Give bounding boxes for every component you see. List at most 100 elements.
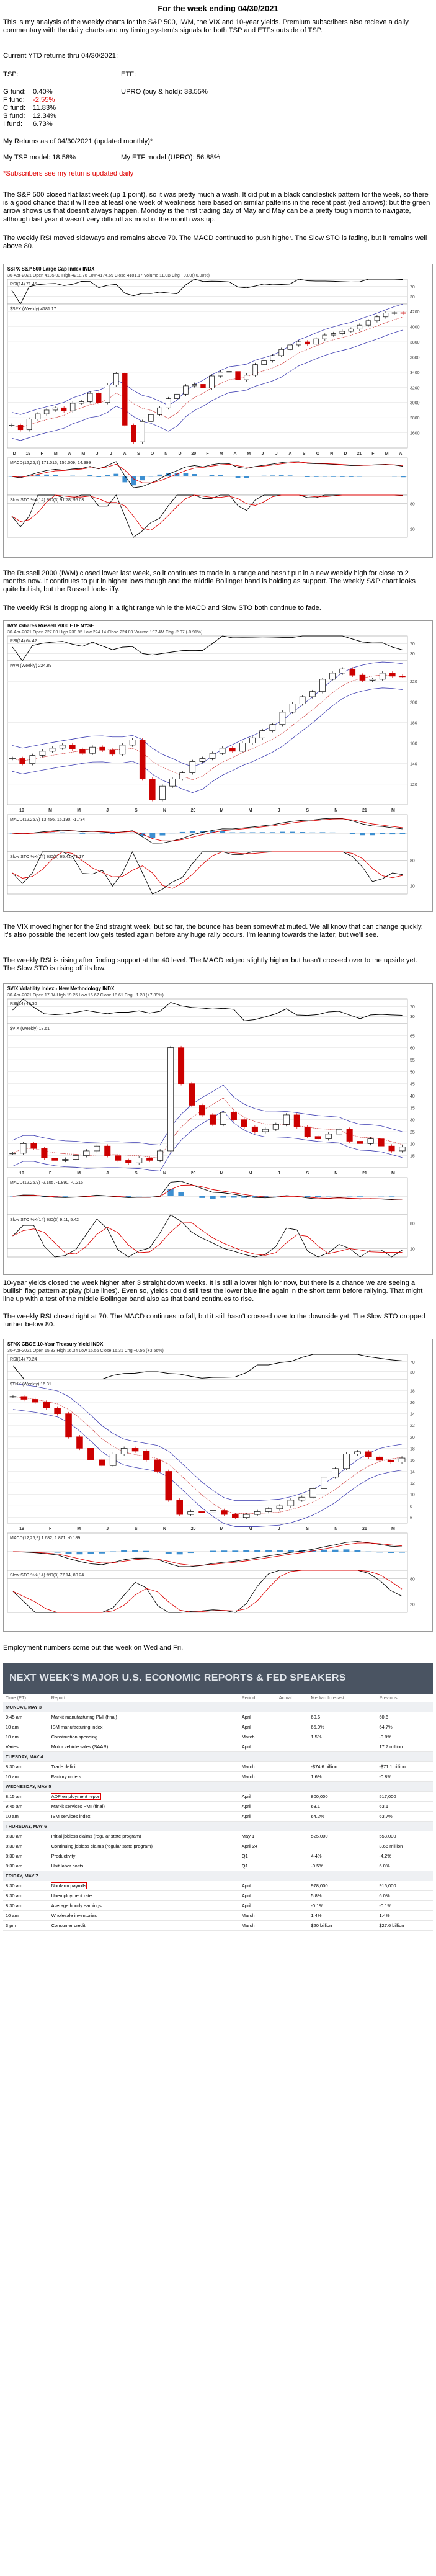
calendar-cell: Q1	[239, 1851, 277, 1861]
rsi-label: RSI(14) 71.45	[10, 282, 37, 287]
price-candle	[383, 313, 389, 318]
x-tick-label: 20	[191, 808, 196, 813]
macd-histogram-bar	[62, 1196, 69, 1197]
fund-return: -2.55%	[33, 96, 55, 104]
price-candle	[148, 414, 154, 422]
x-tick-label: N	[164, 452, 167, 456]
calendar-cell	[276, 1811, 309, 1822]
calendar-cell: April	[239, 1890, 277, 1901]
calendar-body: MONDAY, MAY 3 9:45 am Markit manufacturing…	[3, 1702, 433, 1931]
sto-panel	[7, 1570, 408, 1613]
price-candle	[399, 676, 406, 678]
price-candle	[229, 748, 236, 752]
x-tick-label: 21	[362, 1171, 367, 1176]
macd-histogram-bar	[187, 1552, 194, 1554]
price-candle	[179, 772, 185, 779]
calendar-day: TUESDAY, MAY 4	[3, 1751, 433, 1762]
calendar-cell: 10 am	[3, 1811, 49, 1822]
calendar-day: WEDNESDAY, MAY 5	[3, 1781, 433, 1792]
calendar-cell: 64.7%	[376, 1722, 433, 1732]
price-candle	[43, 409, 50, 414]
price-candle	[43, 1402, 50, 1408]
x-tick-label: S	[135, 808, 138, 813]
rsi-label: RSI(14) 64.42	[10, 639, 37, 643]
price-tick-label: 3200	[410, 386, 420, 390]
calendar-cell: $27.6 billion	[376, 1920, 433, 1931]
calendar-cell: May 1	[239, 1831, 277, 1841]
intro-text: This is my analysis of the weekly charts…	[3, 19, 409, 35]
calendar-cell: Trade deficit	[48, 1761, 239, 1772]
sto-tick: 80	[410, 859, 415, 864]
chart-header: 30-Apr-2021 Open 15.83 High 16.34 Low 15…	[7, 1349, 164, 1353]
sto-k-line	[12, 1214, 403, 1258]
macd-histogram-bar	[143, 1550, 149, 1552]
price-candle	[9, 1153, 16, 1155]
macd-histogram-bar	[370, 833, 375, 836]
calendar-cell: 8:30 am	[3, 1851, 49, 1861]
price-candle	[321, 1477, 327, 1489]
price-candle	[99, 1459, 105, 1466]
calendar-cell: 60.6	[376, 1712, 433, 1722]
x-tick-label: F	[49, 1171, 52, 1176]
price-candle	[200, 384, 206, 388]
calendar-cell: Unemployment rate	[48, 1890, 239, 1901]
price-candle	[59, 745, 66, 749]
macd-histogram-bar	[113, 473, 119, 476]
x-tick-label: O	[151, 452, 154, 456]
calendar-cell: 916,000	[376, 1881, 433, 1891]
sto-panel	[7, 1214, 408, 1258]
macd-histogram-bar	[305, 1196, 311, 1197]
vix-commentary: The VIX moved higher for the 2nd straigh…	[3, 923, 423, 939]
x-tick-label: A	[123, 452, 127, 456]
macd-histogram-bar	[192, 473, 197, 476]
calendar-cell: 60.6	[308, 1712, 377, 1722]
price-candle	[198, 1105, 206, 1116]
price-candle	[232, 1514, 239, 1518]
price-candle	[165, 1471, 172, 1501]
x-tick-label: J	[110, 452, 112, 456]
calendar-cell: 525,000	[308, 1831, 377, 1841]
macd-histogram-bar	[178, 1192, 184, 1196]
price-candle	[35, 413, 41, 419]
x-tick-label: A	[233, 452, 236, 456]
calendar-cell	[276, 1910, 309, 1921]
calendar-row: Varies Motor vehicle sales (SAAR) April 17.…	[3, 1742, 433, 1752]
macd-histogram-bar	[241, 1196, 247, 1198]
price-candle	[51, 1158, 58, 1161]
price-tick-label: 4000	[410, 326, 420, 330]
calendar-row: 10 am ISM manufacturing index April 65.0% 64…	[3, 1722, 433, 1732]
price-candle	[83, 1150, 90, 1156]
macd-histogram-bar	[210, 1196, 216, 1199]
macd-histogram-bar	[105, 475, 110, 476]
calendar-cell: 8:15 am	[3, 1791, 49, 1802]
x-tick-label: N	[163, 808, 166, 813]
x-tick-label: S	[137, 452, 140, 456]
price-candle	[65, 1413, 72, 1438]
price-candle	[374, 316, 380, 321]
tsp-model: My TSP model: 18.58%	[3, 154, 76, 161]
price-candle	[276, 1505, 283, 1509]
price-panel	[7, 1379, 408, 1524]
price-tick-label: 20	[410, 1142, 415, 1147]
price-tick-label: 10	[410, 1493, 415, 1498]
calendar-cell: 63.1	[308, 1801, 377, 1812]
price-candle	[9, 425, 15, 426]
calendar-cell	[276, 1722, 309, 1732]
price-candle	[389, 673, 396, 677]
price-candle	[94, 1145, 100, 1152]
calendar-cell: Markit services PMI (final)	[48, 1801, 239, 1812]
price-candle	[387, 1460, 394, 1462]
price-candle	[309, 691, 316, 697]
price-candle	[69, 745, 76, 749]
sto-panel	[7, 494, 408, 538]
x-tick-label: F	[371, 452, 375, 456]
price-tick-label: 45	[410, 1083, 415, 1087]
calendar-cell: 553,000	[376, 1831, 433, 1841]
macd-line	[11, 461, 404, 488]
calendar-row: 8:30 am Average hourly earnings April -0.1%…	[3, 1900, 433, 1911]
price-candle	[339, 331, 345, 334]
sto-tick: 20	[410, 884, 415, 888]
fund-return: 0.40%	[33, 88, 53, 96]
calendar-cell: ADP employment report	[48, 1791, 239, 1802]
calendar-column-header: Period	[239, 1694, 277, 1702]
